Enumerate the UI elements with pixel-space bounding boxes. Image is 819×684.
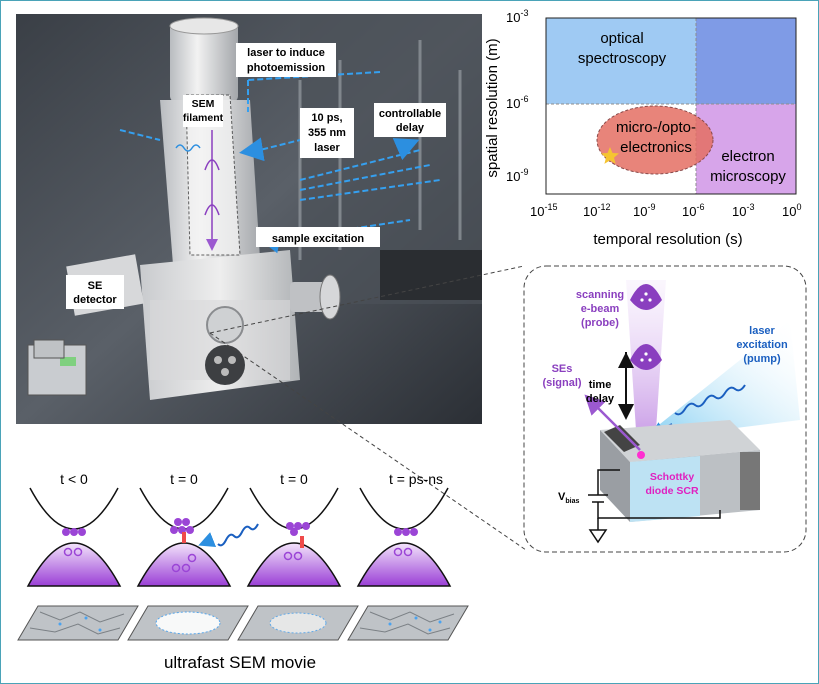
movie-tile-4 <box>347 605 469 641</box>
x-tick-1e-12-exp: -12 <box>597 202 610 212</box>
y-tick-1e-9: 10-9 <box>506 167 528 184</box>
sem-column-top <box>170 22 238 102</box>
label-vbias: Vbias <box>558 491 579 505</box>
y-axis-label: spatial resolution (m) <box>484 38 501 177</box>
region-label-optical-1: optical <box>600 30 643 47</box>
frame-label-3: t = 0 <box>280 471 308 487</box>
sem-movie-tiles: ultrafast SEM movie <box>17 605 469 672</box>
zoom-line-top <box>209 265 525 334</box>
label-se-detector-line2: detector <box>73 294 117 306</box>
x-tick-1e-3-base: 10 <box>732 204 746 219</box>
x-axis-label: temporal resolution (s) <box>593 231 742 248</box>
region-label-electron-2: microscopy <box>710 168 786 185</box>
movie-tile-1 <box>17 605 139 641</box>
label-sample-excitation: sample excitation <box>272 233 365 245</box>
label-vbias-main: V <box>558 491 566 503</box>
label-ses-2: (signal) <box>542 377 581 389</box>
zoom-line-bottom <box>209 332 527 551</box>
y-tick-1e-6-exp: -6 <box>520 94 528 104</box>
x-tick-1e-6: 10-6 <box>682 202 704 219</box>
band-frame-4 <box>356 487 452 587</box>
x-tick-labels: 10-15 10-12 10-9 10-6 10-3 100 <box>530 202 801 219</box>
label-laser-spec-line1: 10 ps, <box>311 112 342 124</box>
region-overlap <box>696 18 796 104</box>
x-tick-1e-6-exp: -6 <box>696 202 704 212</box>
label-vbias-sub: bias <box>565 498 579 505</box>
y-tick-1e-9-exp: -9 <box>520 167 528 177</box>
y-tick-1e-6-base: 10 <box>506 96 520 111</box>
label-laser-induce-line1: laser to induce <box>247 47 325 59</box>
star-marker <box>601 147 619 164</box>
y-tick-1e-3: 10-3 <box>506 8 528 25</box>
label-scanning-2: e-beam <box>581 303 620 315</box>
label-laser-exc-2: excitation <box>736 339 788 351</box>
label-box-laser-spec <box>300 108 354 158</box>
band-frame-1 <box>26 487 122 587</box>
label-sem-filament-line2: filament <box>183 112 224 124</box>
label-box-sample-excitation <box>256 227 380 247</box>
y-tick-1e-3-base: 10 <box>506 10 520 25</box>
movie-tile-2 <box>127 605 249 641</box>
y-tick-1e-9-base: 10 <box>506 169 520 184</box>
resolution-chart: optical spectroscopy micro-/opto- electr… <box>484 8 801 248</box>
x-tick-1e-3-exp: -3 <box>746 202 754 212</box>
label-box-se-detector <box>66 275 124 309</box>
region-label-optical-2: spectroscopy <box>578 50 667 67</box>
label-time-delay-2: delay <box>586 393 615 405</box>
frame-label-4: t = ps-ns <box>389 471 443 487</box>
x-tick-1e-9: 10-9 <box>633 202 655 219</box>
frame-label-2: t = 0 <box>170 471 198 487</box>
label-scanning-3: (probe) <box>581 317 619 329</box>
band-frame-2 <box>136 487 259 587</box>
band-frame-3 <box>246 487 342 587</box>
frame-label-1: t < 0 <box>60 471 88 487</box>
x-tick-1e-3: 10-3 <box>732 202 754 219</box>
x-tick-1e0: 100 <box>782 202 801 219</box>
label-schottky-1: Schottky <box>650 471 695 483</box>
x-tick-1e-12: 10-12 <box>583 202 610 219</box>
label-laser-exc-3: (pump) <box>743 353 781 365</box>
region-micro <box>596 105 714 175</box>
label-laser-spec-line3: laser <box>314 142 340 154</box>
x-tick-1e-9-base: 10 <box>633 204 647 219</box>
label-ses-1: SEs <box>552 363 573 375</box>
x-tick-1e-9-exp: -9 <box>647 202 655 212</box>
region-label-micro-2: electronics <box>620 139 692 156</box>
x-tick-1e-15-exp: -15 <box>544 202 557 212</box>
label-se-detector-line1: SE <box>88 280 103 292</box>
label-scanning-1: scanning <box>576 289 624 301</box>
label-sem-filament-line1: SEM <box>192 98 215 110</box>
x-tick-1e-12-base: 10 <box>583 204 597 219</box>
label-delay-line1: controllable <box>379 108 441 120</box>
x-tick-1e-6-base: 10 <box>682 204 696 219</box>
region-optical <box>546 18 696 104</box>
label-schottky-2: diode SCR <box>645 485 699 497</box>
device-schematic: scanning e-beam (probe) laser excitation… <box>209 265 807 553</box>
label-box-sem-filament <box>183 95 223 127</box>
y-tick-1e-6: 10-6 <box>506 94 528 111</box>
x-tick-1e0-base: 10 <box>782 204 796 219</box>
label-laser-induce-line2: photoemission <box>247 62 326 74</box>
band-diagrams: t < 0 t = 0 t = 0 t = ps-ns <box>26 471 452 587</box>
x-tick-1e0-exp: 0 <box>796 202 801 212</box>
y-tick-1e-3-exp: -3 <box>520 8 528 18</box>
movie-tile-3 <box>237 605 359 641</box>
x-tick-1e-15-base: 10 <box>530 204 544 219</box>
label-time-delay-1: time <box>589 379 612 391</box>
label-delay-line2: delay <box>396 122 425 134</box>
label-laser-spec-line2: 355 nm <box>308 127 346 139</box>
y-tick-labels: 10-3 10-6 10-9 <box>506 8 528 184</box>
region-label-electron-1: electron <box>721 148 774 165</box>
label-box-delay <box>374 103 446 137</box>
label-laser-exc-1: laser <box>749 325 775 337</box>
movie-caption: ultrafast SEM movie <box>164 653 316 672</box>
x-tick-1e-15: 10-15 <box>530 202 557 219</box>
region-label-micro-1: micro-/opto- <box>616 119 696 136</box>
region-electron <box>696 104 796 194</box>
sem-photo: laser to induce photoemission SEM filame… <box>16 14 482 424</box>
label-box-laser-induce <box>236 43 336 77</box>
